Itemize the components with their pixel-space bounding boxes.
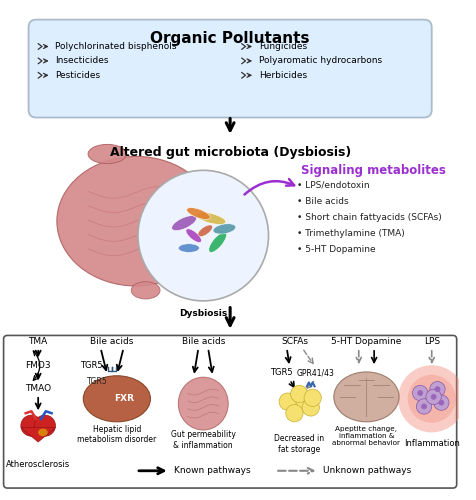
Ellipse shape — [187, 208, 210, 220]
Circle shape — [34, 415, 55, 436]
Text: Atherosclerosis: Atherosclerosis — [6, 460, 70, 468]
Ellipse shape — [88, 144, 127, 164]
Circle shape — [286, 404, 303, 422]
Circle shape — [138, 170, 268, 301]
Text: • LPS/endotoxin: • LPS/endotoxin — [298, 180, 370, 189]
Text: Organic Pollutants: Organic Pollutants — [150, 31, 310, 46]
Circle shape — [426, 389, 441, 404]
Text: Bile acids: Bile acids — [181, 336, 225, 345]
Ellipse shape — [131, 282, 160, 299]
Polygon shape — [21, 428, 55, 442]
Ellipse shape — [178, 244, 199, 252]
FancyBboxPatch shape — [4, 336, 456, 488]
Text: Fungicides: Fungicides — [259, 42, 307, 51]
Text: Decreased in
fat storage: Decreased in fat storage — [274, 434, 324, 454]
FancyBboxPatch shape — [29, 20, 432, 117]
Text: Hepatic lipid
metabolism disorder: Hepatic lipid metabolism disorder — [77, 424, 157, 444]
Circle shape — [398, 365, 466, 432]
Circle shape — [416, 399, 432, 414]
Circle shape — [302, 399, 319, 416]
Circle shape — [421, 404, 427, 409]
Text: Altered gut microbiota (Dysbiosis): Altered gut microbiota (Dysbiosis) — [109, 146, 351, 160]
Text: • 5-HT Dopamine: • 5-HT Dopamine — [298, 246, 376, 254]
Circle shape — [291, 386, 308, 402]
Ellipse shape — [172, 216, 197, 230]
Circle shape — [21, 415, 42, 436]
Ellipse shape — [209, 232, 227, 252]
Ellipse shape — [83, 376, 150, 422]
Circle shape — [417, 390, 423, 396]
Text: TMAO: TMAO — [25, 384, 51, 392]
Circle shape — [435, 386, 440, 392]
Text: Insecticides: Insecticides — [55, 56, 109, 66]
Text: Known pathways: Known pathways — [175, 466, 251, 475]
Text: Inflammation: Inflammation — [404, 440, 460, 448]
Ellipse shape — [334, 372, 399, 422]
Circle shape — [431, 394, 436, 400]
Text: • Short chain fattyacids (SCFAs): • Short chain fattyacids (SCFAs) — [298, 213, 442, 222]
Text: LPS: LPS — [424, 336, 440, 345]
Text: Unknown pathways: Unknown pathways — [323, 466, 411, 475]
Text: Polychlorinated bisphenols: Polychlorinated bisphenols — [55, 42, 177, 51]
Text: Signaling metabolites: Signaling metabolites — [301, 164, 446, 177]
Ellipse shape — [198, 225, 213, 236]
Text: SCFAs: SCFAs — [281, 336, 308, 345]
Text: TMA: TMA — [29, 336, 48, 345]
Circle shape — [279, 393, 297, 410]
Ellipse shape — [57, 156, 215, 286]
Text: FMO3: FMO3 — [25, 360, 51, 370]
Text: Gut permeability
& inflammation: Gut permeability & inflammation — [171, 430, 236, 450]
Text: TGR5: TGR5 — [79, 360, 102, 370]
Circle shape — [296, 391, 313, 408]
Text: Pesticides: Pesticides — [55, 71, 100, 80]
Text: TGR5: TGR5 — [270, 368, 292, 378]
Circle shape — [408, 375, 456, 423]
Text: • Trimethylamine (TMA): • Trimethylamine (TMA) — [298, 229, 405, 238]
Text: TGR5: TGR5 — [87, 377, 108, 386]
Circle shape — [430, 382, 445, 397]
Ellipse shape — [38, 428, 48, 436]
Text: Apeptite change,
inflammation &
abnormal behavior: Apeptite change, inflammation & abnormal… — [332, 426, 400, 446]
Circle shape — [413, 386, 428, 400]
Text: 5-HT Dopamine: 5-HT Dopamine — [331, 336, 402, 345]
Circle shape — [304, 389, 321, 406]
Text: GPR41/43: GPR41/43 — [297, 368, 335, 378]
Ellipse shape — [196, 212, 226, 224]
Text: Herbicides: Herbicides — [259, 71, 307, 80]
Ellipse shape — [213, 224, 236, 234]
Text: Polyaromatic hydrocarbons: Polyaromatic hydrocarbons — [259, 56, 382, 66]
Ellipse shape — [186, 229, 201, 242]
Ellipse shape — [178, 377, 228, 430]
Circle shape — [434, 395, 449, 410]
Text: • Bile acids: • Bile acids — [298, 196, 349, 205]
Text: FXR: FXR — [115, 394, 135, 404]
Text: Bile acids: Bile acids — [90, 336, 134, 345]
Circle shape — [438, 400, 444, 406]
Text: Dysbiosis: Dysbiosis — [179, 308, 228, 318]
